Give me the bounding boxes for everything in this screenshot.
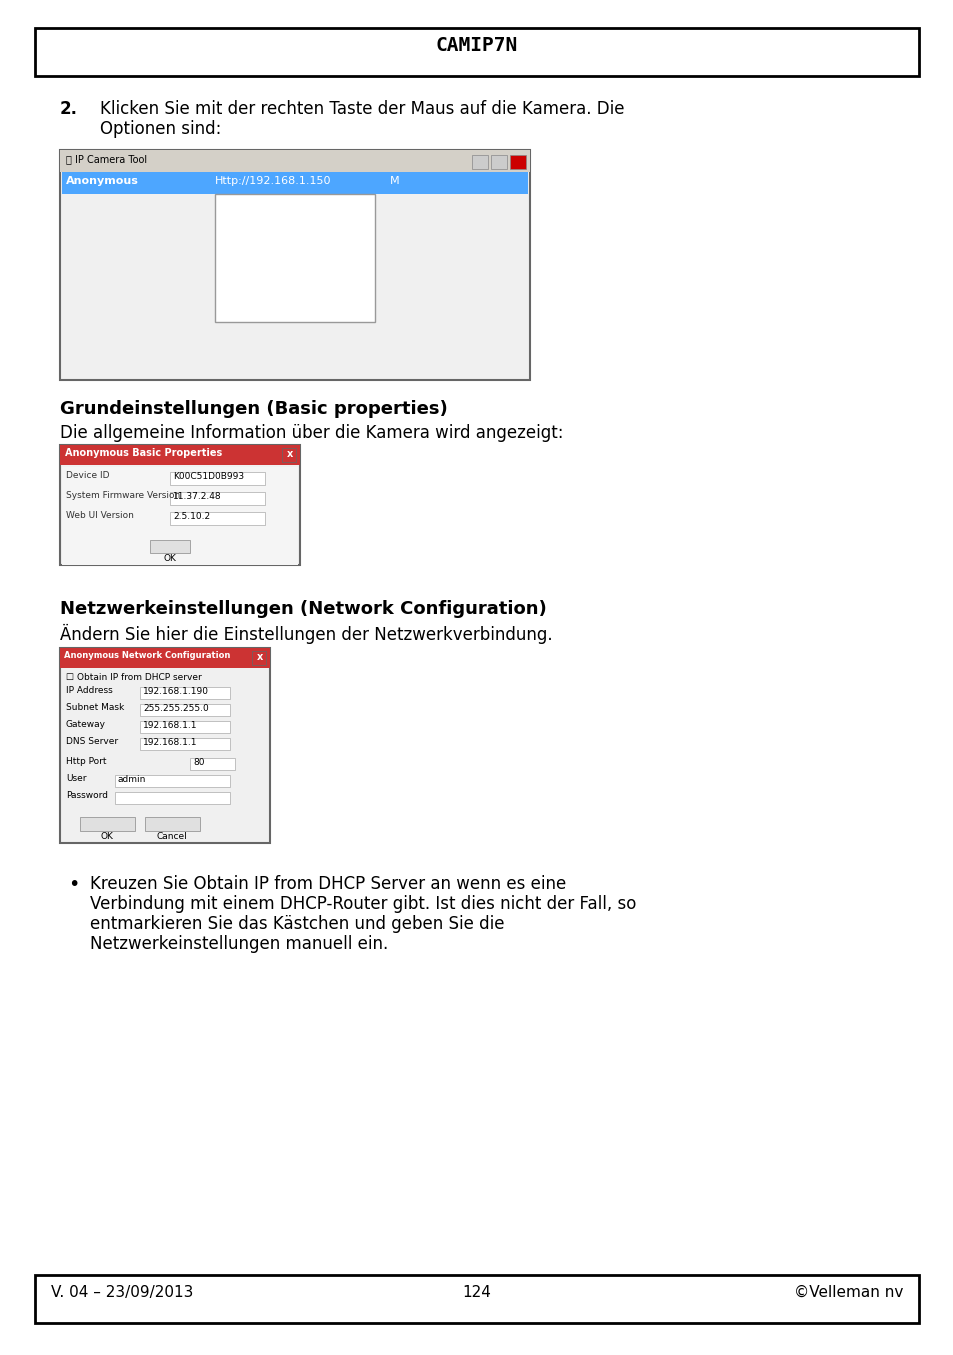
Text: V. 04 – 23/09/2013: V. 04 – 23/09/2013 (51, 1285, 193, 1299)
Bar (35, 28, 918, 76)
Text: CAMIP7N: CAMIP7N (436, 37, 517, 56)
Bar (115, 775, 230, 787)
Bar (170, 472, 265, 485)
Text: Optionen sind:: Optionen sind: (100, 121, 221, 138)
Text: x: x (287, 449, 293, 459)
Text: x: x (256, 652, 263, 663)
Text: OK: OK (100, 832, 113, 841)
Text: ©Velleman nv: ©Velleman nv (793, 1285, 902, 1299)
Text: System Firmware Version: System Firmware Version (66, 491, 180, 500)
Bar (150, 541, 190, 553)
Text: Network Configuration: Network Configuration (225, 222, 343, 232)
Text: admin: admin (118, 775, 146, 785)
Text: User: User (66, 774, 87, 783)
Bar (60, 150, 530, 172)
Text: Http Port: Http Port (66, 757, 107, 766)
Bar (170, 512, 265, 524)
Text: Kreuzen Sie Obtain IP from DHCP Server an wenn es eine: Kreuzen Sie Obtain IP from DHCP Server a… (90, 875, 566, 893)
Text: Anonymous: Anonymous (66, 176, 139, 186)
Text: 255.255.255.0: 255.255.255.0 (143, 705, 209, 713)
Text: DNS Server: DNS Server (66, 737, 118, 747)
Text: Grundeinstellungen (Basic properties): Grundeinstellungen (Basic properties) (60, 400, 447, 417)
Bar (140, 687, 230, 699)
Text: Device ID: Device ID (66, 472, 110, 480)
Text: 124: 124 (462, 1285, 491, 1299)
Bar (145, 817, 200, 831)
Bar (140, 738, 230, 751)
Text: Klicken Sie mit der rechten Taste der Maus auf die Kamera. Die: Klicken Sie mit der rechten Taste der Ma… (100, 100, 624, 118)
Bar (491, 154, 506, 169)
Bar (60, 648, 270, 668)
Text: Netzwerkeinstellungen (Network Configuration): Netzwerkeinstellungen (Network Configura… (60, 600, 546, 618)
Text: IP Address: IP Address (66, 686, 112, 695)
Text: K00C51D0B993: K00C51D0B993 (172, 472, 244, 481)
Text: 192.168.1.1: 192.168.1.1 (143, 738, 197, 747)
Text: Netzwerkeinstellungen manuell ein.: Netzwerkeinstellungen manuell ein. (90, 935, 388, 953)
Text: Password: Password (66, 791, 108, 799)
Bar (170, 492, 265, 505)
Text: M: M (390, 176, 399, 186)
Bar (60, 150, 530, 379)
Bar (80, 817, 135, 831)
Text: OK: OK (163, 554, 176, 562)
Text: About IP Camera Tool: About IP Camera Tool (225, 302, 335, 312)
Bar (140, 721, 230, 733)
Text: 2.5.10.2: 2.5.10.2 (172, 512, 210, 522)
Bar (472, 154, 488, 169)
Text: Die allgemeine Information über die Kamera wird angezeigt:: Die allgemeine Information über die Kame… (60, 424, 563, 442)
Text: Web UI Version: Web UI Version (66, 511, 133, 520)
Bar (60, 648, 270, 843)
Text: Subnet Mask: Subnet Mask (66, 703, 124, 711)
Bar (35, 1275, 918, 1322)
Text: 192.168.1.190: 192.168.1.190 (143, 687, 209, 696)
Bar (115, 793, 230, 804)
Bar (252, 650, 266, 665)
Bar (190, 757, 234, 770)
Text: Basic Properties: Basic Properties (225, 202, 309, 211)
Text: 192.168.1.1: 192.168.1.1 (143, 721, 197, 730)
Bar (60, 444, 299, 565)
Text: Http://192.168.1.150: Http://192.168.1.150 (214, 176, 331, 186)
Text: •: • (68, 875, 79, 894)
Bar (214, 194, 375, 322)
Text: Cancel: Cancel (156, 832, 187, 841)
Text: 80: 80 (193, 757, 204, 767)
Text: Upgrade Firmware: Upgrade Firmware (225, 243, 320, 252)
Text: Gateway: Gateway (66, 720, 106, 729)
Text: Anonymous Basic Properties: Anonymous Basic Properties (65, 449, 222, 458)
Text: entmarkieren Sie das Kästchen und geben Sie die: entmarkieren Sie das Kästchen und geben … (90, 915, 504, 934)
Bar (510, 154, 525, 169)
Bar (282, 449, 295, 462)
Text: Refresh Camera List: Refresh Camera List (225, 262, 330, 272)
Bar (140, 705, 230, 715)
Text: ☐ Obtain IP from DHCP server: ☐ Obtain IP from DHCP server (66, 673, 201, 682)
Text: 11.37.2.48: 11.37.2.48 (172, 492, 221, 501)
Text: Anonymous Network Configuration: Anonymous Network Configuration (64, 650, 230, 660)
Text: Ändern Sie hier die Einstellungen der Netzwerkverbindung.: Ändern Sie hier die Einstellungen der Ne… (60, 625, 552, 644)
Bar (62, 172, 527, 194)
Text: Flush Arp Buffer: Flush Arp Buffer (225, 282, 309, 291)
Text: Verbindung mit einem DHCP-Router gibt. Ist dies nicht der Fall, so: Verbindung mit einem DHCP-Router gibt. I… (90, 896, 636, 913)
Bar (60, 444, 299, 465)
Text: 2.: 2. (60, 100, 78, 118)
Bar (62, 467, 297, 565)
Text: 📷 IP Camera Tool: 📷 IP Camera Tool (66, 154, 147, 164)
